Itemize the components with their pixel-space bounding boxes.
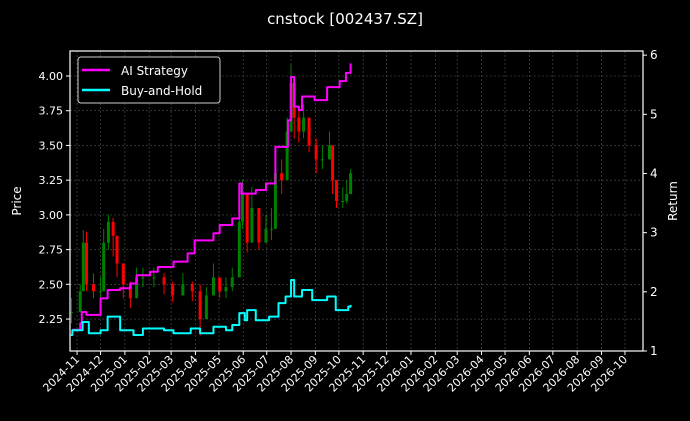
legend-label-ai: AI Strategy (121, 64, 188, 78)
candle-body (162, 277, 166, 285)
candle-body (141, 277, 145, 279)
candle-body (349, 173, 353, 195)
x-axis: 2024-112024-122025-012025-022025-032025-… (40, 351, 630, 395)
y-axis-left: 2.25 2.50 2.75 3.00 3.25 3.50 3.75 4.00 (39, 70, 70, 326)
candle-body (307, 117, 311, 146)
candle-body (115, 235, 119, 264)
candle-body (121, 263, 125, 285)
y-axis-right: 1 2 3 4 5 6 (643, 48, 658, 358)
y2-tick-label: 4 (650, 166, 658, 180)
candle-body (70, 312, 74, 314)
y-tick-label: 2.50 (39, 278, 64, 291)
candle-body (341, 201, 345, 202)
candle-body (250, 207, 254, 243)
buy-and-hold-line (70, 278, 352, 337)
y-tick-label: 2.75 (39, 244, 64, 257)
candle-body (285, 131, 289, 181)
legend-label-bh: Buy-and-Hold (121, 84, 202, 98)
series-lines (70, 63, 352, 337)
y2-tick-label: 3 (650, 226, 658, 240)
plot-frame (69, 50, 644, 352)
candle-body (345, 194, 349, 201)
y-axis-label: Price (10, 186, 24, 215)
candle-body (257, 207, 261, 243)
candle-body (181, 284, 185, 296)
legend: AI Strategy Buy-and-Hold (77, 56, 221, 104)
candle-body (171, 284, 175, 296)
y2-axis-label: Return (666, 181, 680, 221)
candle-body (302, 117, 306, 132)
candle-body (320, 159, 324, 161)
y2-tick-label: 5 (650, 107, 658, 121)
candle-body (240, 194, 244, 222)
candle-body (111, 221, 115, 236)
candle-body (280, 173, 284, 181)
candle-body (198, 291, 202, 320)
chart-title: cnstock [002437.SZ] (267, 10, 423, 28)
y-tick-label: 3.25 (39, 174, 64, 187)
candle-body (128, 284, 132, 299)
y2-tick-label: 1 (650, 344, 658, 358)
candle-body (99, 291, 103, 293)
y-tick-label: 2.25 (39, 313, 64, 326)
candle-body (218, 277, 222, 292)
candle-body (314, 145, 318, 160)
price-candles (70, 64, 353, 336)
candle-body (84, 242, 88, 285)
candle-body (269, 228, 273, 230)
candle-body (152, 277, 156, 279)
candle-body (78, 291, 82, 313)
candle-body (297, 117, 301, 132)
ai-strategy-line (72, 63, 352, 331)
candle-body (327, 145, 331, 160)
candle-body (81, 242, 85, 292)
candle-body (102, 242, 106, 292)
y-tick-label: 3.00 (39, 209, 64, 222)
candle-body (230, 277, 234, 288)
candle-body (204, 295, 208, 320)
y2-tick-label: 2 (650, 285, 658, 299)
candle-body (92, 284, 96, 292)
candle-body (211, 277, 215, 296)
candle-body (264, 228, 268, 243)
candle-body (245, 194, 249, 243)
candle-body (331, 145, 335, 181)
candle-body (273, 173, 277, 229)
y2-tick-label: 6 (650, 48, 658, 62)
candle-body (335, 180, 339, 201)
y-tick-label: 3.75 (39, 105, 64, 118)
candle-body (135, 277, 139, 299)
y-tick-label: 3.50 (39, 139, 64, 152)
y-tick-label: 4.00 (39, 70, 64, 83)
candle-body (190, 284, 194, 292)
candle-body (237, 221, 241, 278)
candle-body (106, 221, 110, 243)
candle-body (224, 287, 228, 292)
